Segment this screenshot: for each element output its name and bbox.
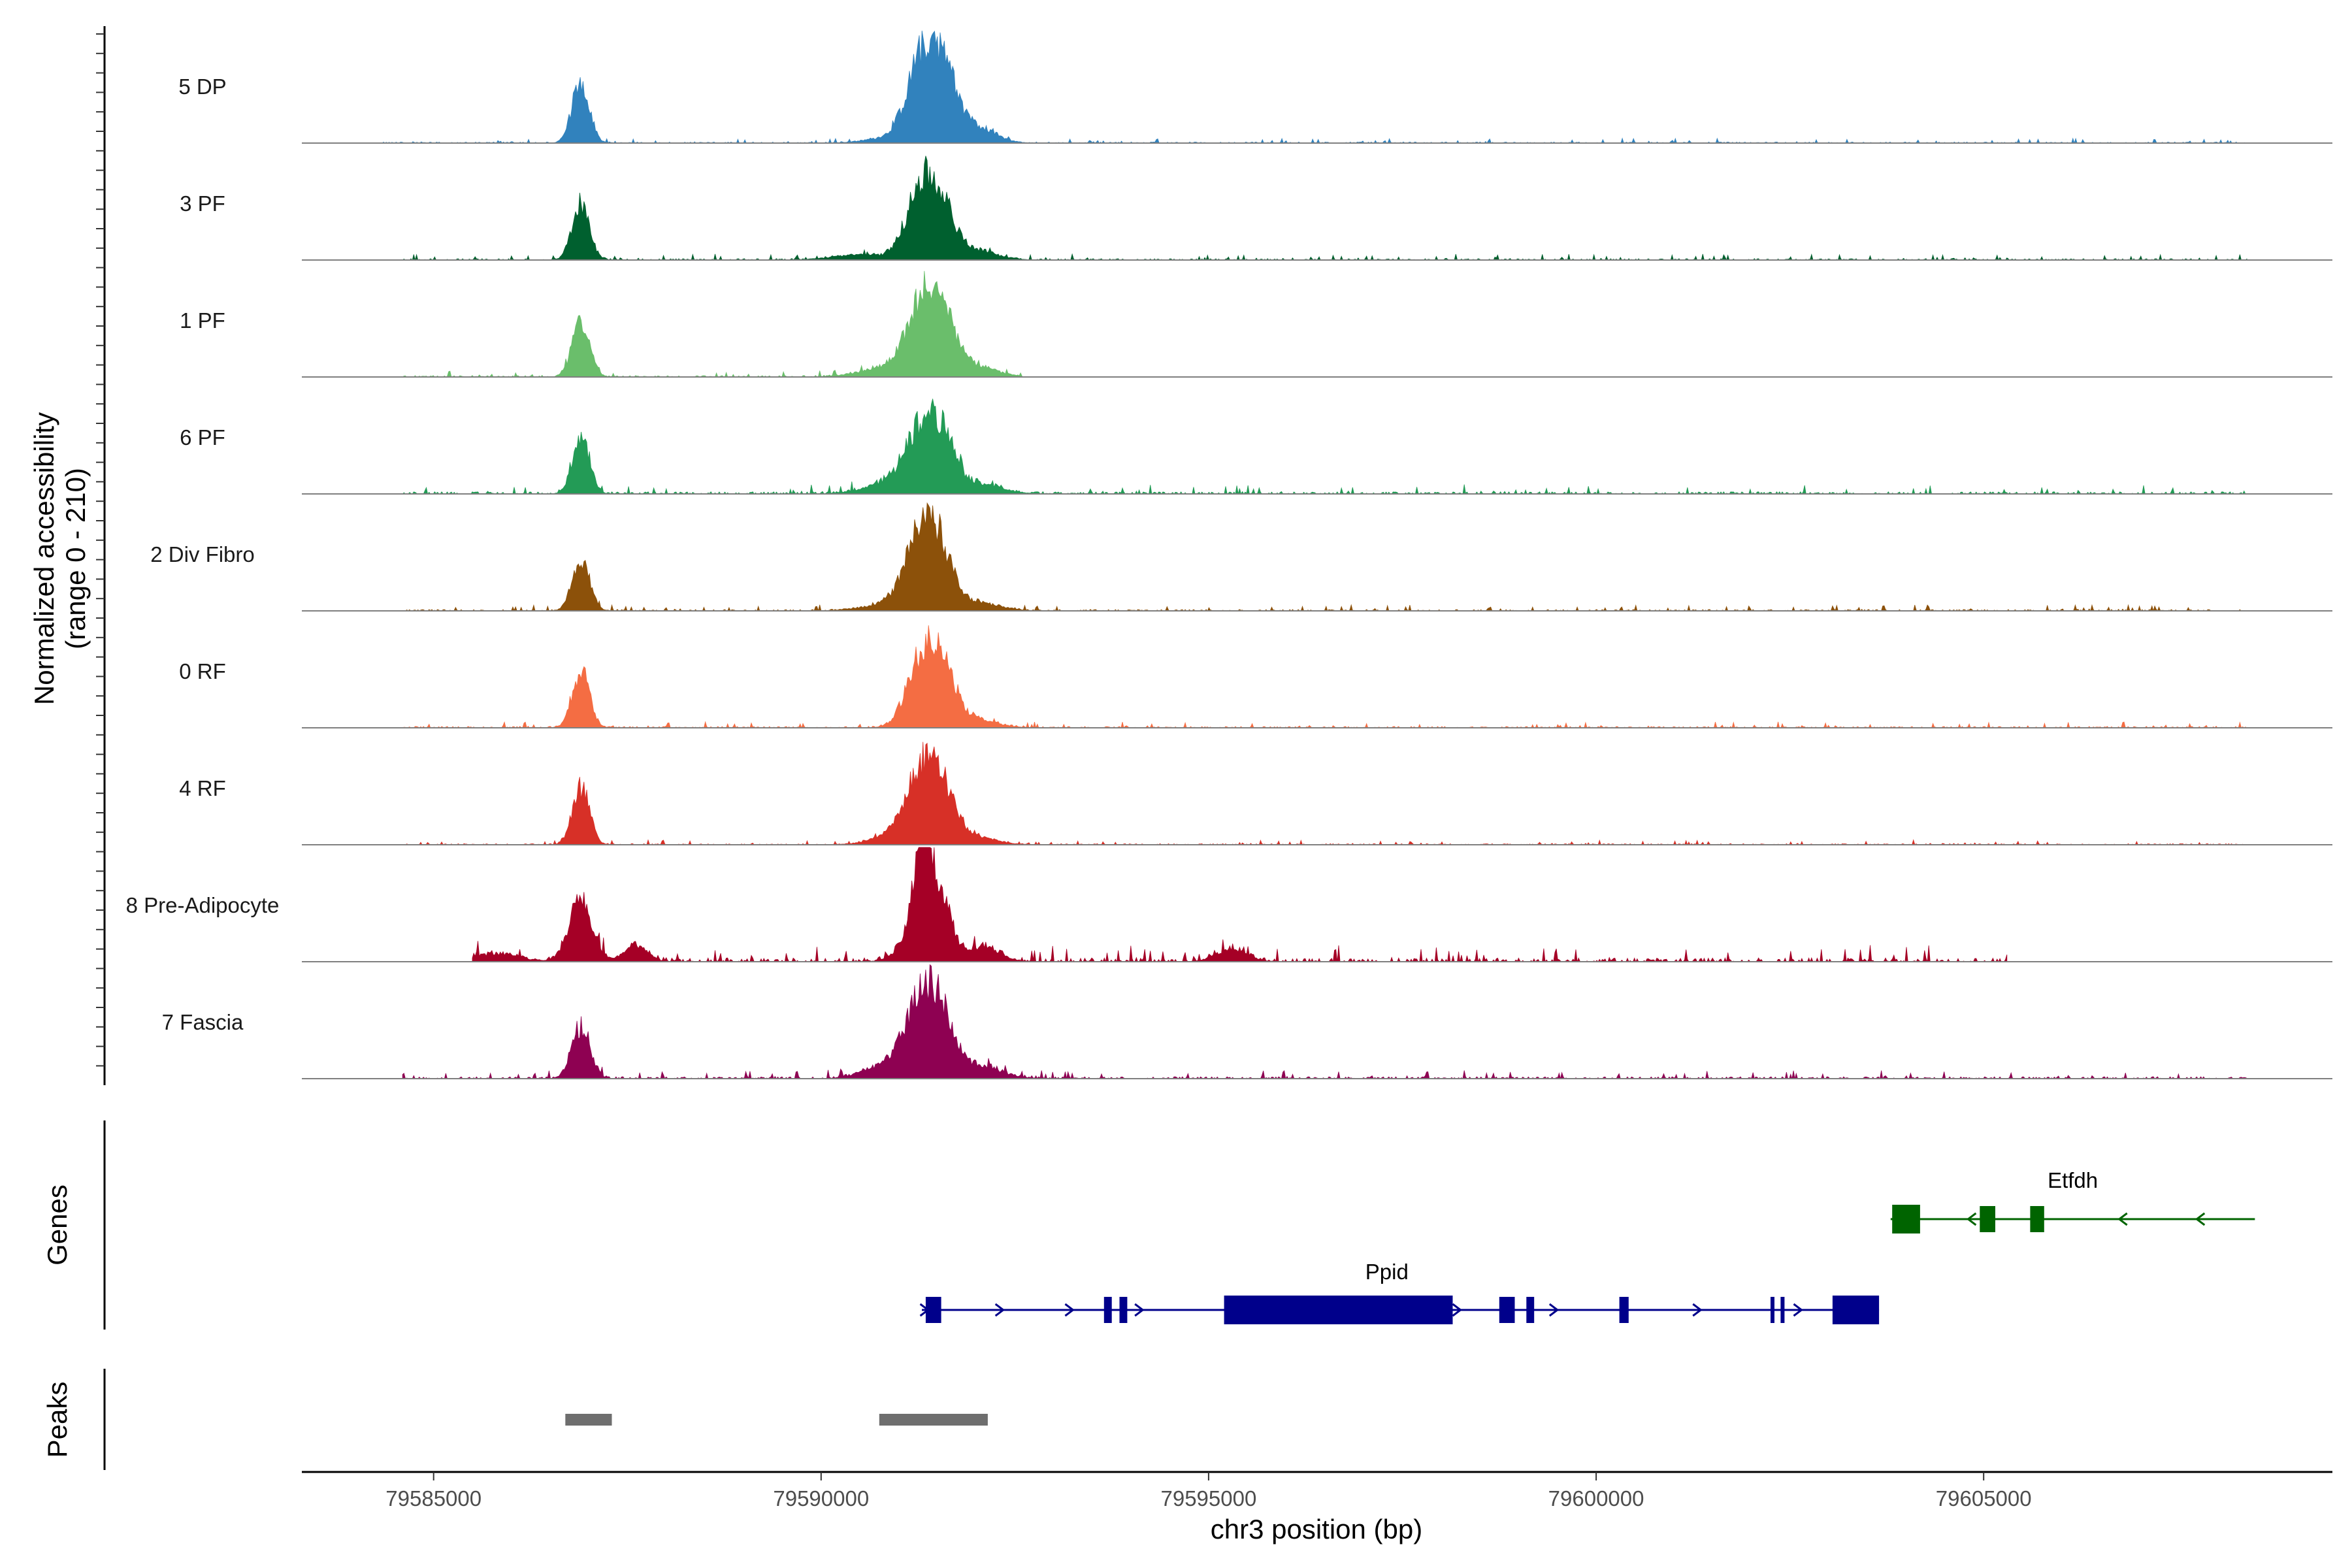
gene-etfdh: Etfdh — [1890, 1168, 2255, 1233]
gene-exon — [1119, 1297, 1128, 1323]
strand-arrow — [2195, 1212, 2206, 1226]
gene-ppid: Ppid — [919, 1260, 1880, 1324]
gene-exon — [1892, 1205, 1920, 1233]
coverage-track: 0 RF — [179, 625, 2332, 729]
gene-exon — [1771, 1297, 1774, 1323]
coverage-track: 7 Fascia — [162, 964, 2332, 1080]
x-axis-ticks: 79585000 79590000 79595000 79600000 79605000 — [385, 1472, 2032, 1511]
x-tick-label: 79585000 — [385, 1486, 482, 1511]
coverage-y-axis — [96, 26, 106, 1085]
y-axis-title-line2: (range 0 - 210) — [60, 468, 91, 649]
strand-arrow — [994, 1303, 1005, 1317]
gene-exon — [1526, 1297, 1535, 1323]
gene-annotations: Ppid Etfdh — [919, 1168, 2255, 1324]
x-tick-label: 79605000 — [1936, 1486, 2032, 1511]
gene-exon — [1832, 1296, 1880, 1324]
gene-exon — [1499, 1297, 1515, 1323]
strand-arrow — [1064, 1303, 1075, 1317]
track-label: 4 RF — [179, 776, 226, 800]
coverage-track: 3 PF — [180, 155, 2332, 261]
gene-name-label: Etfdh — [2048, 1168, 2098, 1192]
x-tick-label: 79595000 — [1160, 1486, 1256, 1511]
strand-arrow — [1793, 1303, 1803, 1317]
coverage-track: 6 PF — [180, 399, 2332, 495]
track-label: 1 PF — [180, 308, 225, 333]
track-label: 8 Pre-Adipocyte — [126, 893, 280, 917]
coverage-track: 1 PF — [180, 270, 2332, 378]
x-tick-label: 79590000 — [773, 1486, 869, 1511]
gene-name-label: Ppid — [1365, 1260, 1409, 1284]
coverage-track: 5 DP — [178, 30, 2332, 144]
coverage-track: 2 Div Fibro — [150, 502, 2332, 612]
gene-exon — [1619, 1297, 1629, 1323]
track-label: 7 Fascia — [162, 1010, 244, 1034]
strand-arrow — [1134, 1303, 1145, 1317]
track-label: 0 RF — [179, 659, 226, 683]
gene-exon — [925, 1297, 941, 1323]
peak-region — [879, 1414, 988, 1426]
genes-panel-title: Genes — [42, 1184, 73, 1266]
gene-exon — [1780, 1297, 1785, 1323]
peaks-panel-title: Peaks — [42, 1382, 73, 1458]
gene-exon — [1980, 1206, 1995, 1232]
strand-arrow — [1452, 1303, 1463, 1317]
x-tick-label: 79600000 — [1548, 1486, 1644, 1511]
strand-arrow — [1966, 1212, 1977, 1226]
gene-exon — [1224, 1296, 1453, 1324]
coverage-track: 4 RF — [179, 742, 2332, 846]
track-label: 6 PF — [180, 425, 225, 449]
strand-arrow — [2117, 1212, 2128, 1226]
track-label: 2 Div Fibro — [150, 542, 255, 566]
coverage-track: 8 Pre-Adipocyte — [126, 847, 2332, 963]
track-label: 3 PF — [180, 191, 225, 216]
strand-arrow — [919, 1303, 930, 1317]
x-axis-title: chr3 position (bp) — [1211, 1514, 1423, 1544]
strand-arrow — [2032, 1212, 2043, 1226]
gene-exon — [1103, 1297, 1112, 1323]
coverage-tracks: 5 DP 3 PF 1 PF 6 PF 2 Div Fibro 0 RF 4 RF 8 Pre… — [126, 30, 2332, 1080]
peak-regions — [565, 1414, 988, 1426]
strand-arrow — [1548, 1303, 1560, 1317]
gene-exon — [2030, 1206, 2044, 1232]
track-label: 5 DP — [178, 74, 226, 99]
peak-region — [565, 1414, 612, 1426]
strand-arrow — [1692, 1303, 1703, 1317]
y-axis-title-line1: Normalized accessibility — [29, 412, 59, 705]
